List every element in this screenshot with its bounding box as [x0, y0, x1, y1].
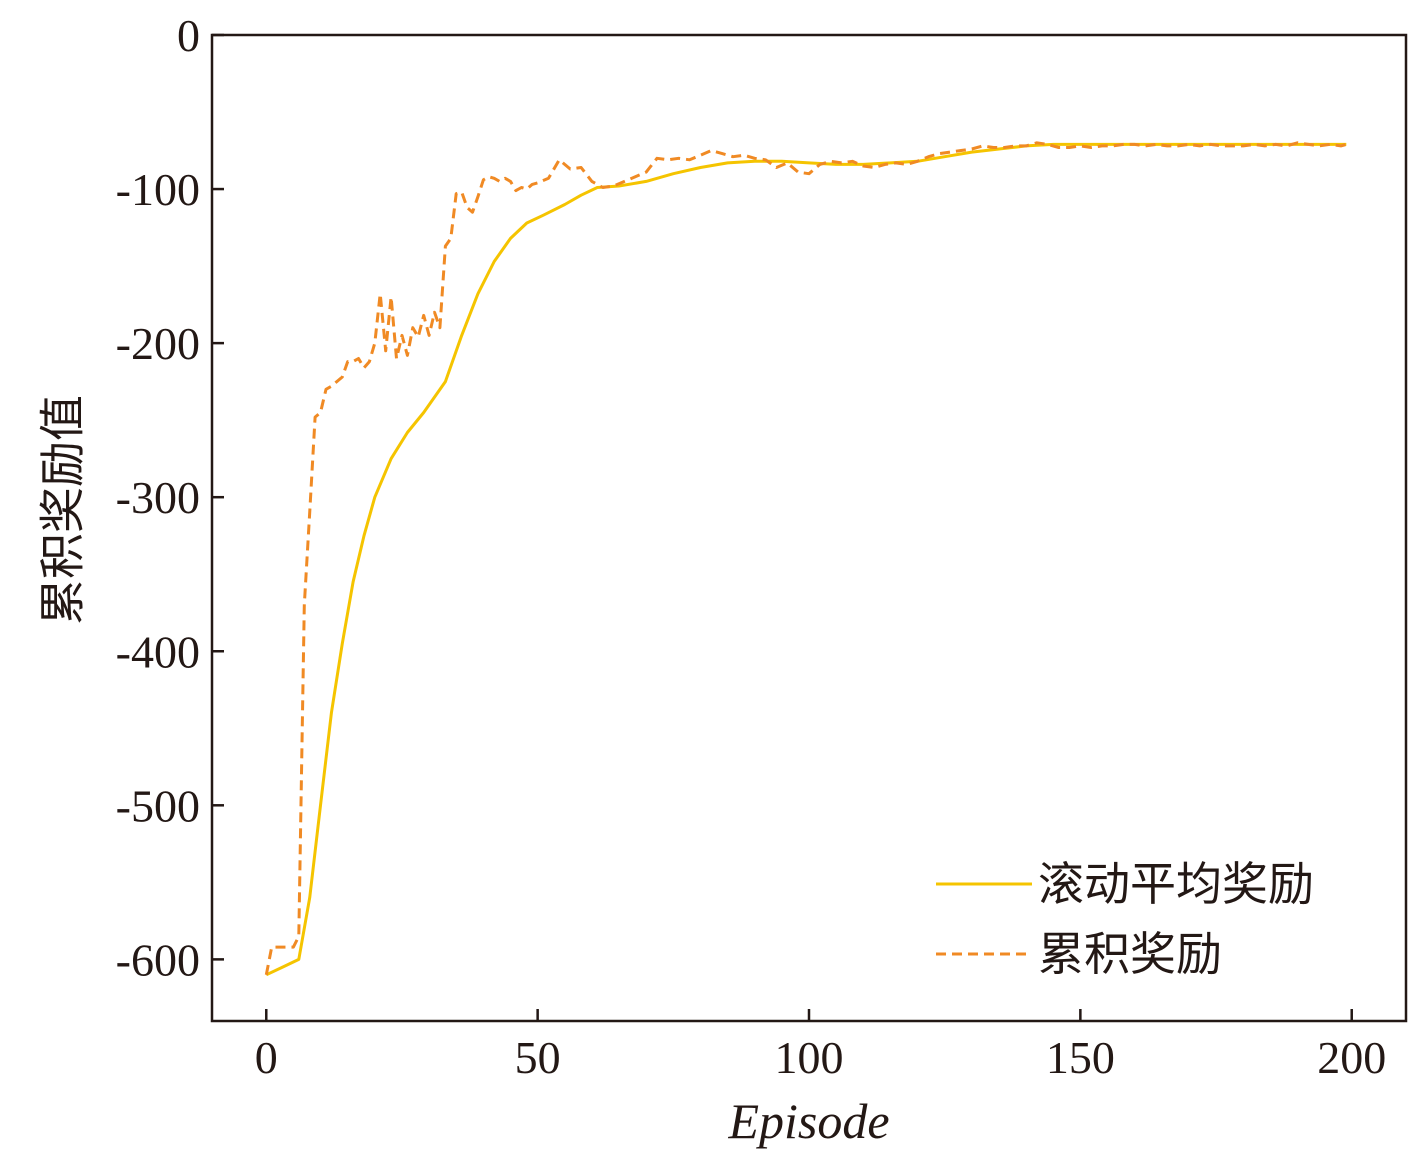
y-tick-label: 0: [177, 10, 200, 61]
x-tick-label: 200: [1317, 1032, 1386, 1083]
x-tick-label: 150: [1046, 1032, 1115, 1083]
y-tick-label: -600: [116, 934, 200, 985]
series-line-1: [265, 142, 1347, 977]
legend-label-1: 滚动平均奖励: [1038, 857, 1314, 911]
y-tick-label: -400: [116, 626, 200, 677]
x-tick-label: 0: [255, 1032, 278, 1083]
series-line-2: [264, 141, 1347, 976]
x-tick-label: 50: [515, 1032, 561, 1083]
y-tick-label: -500: [116, 780, 200, 831]
y-tick-label: -100: [116, 164, 200, 215]
x-axis-title: Episode: [727, 1093, 889, 1149]
legend-label-2: 累积奖励: [1038, 927, 1222, 981]
y-tick-label: -200: [116, 318, 200, 369]
series-layer: [264, 141, 1347, 977]
y-tick-label: -300: [116, 472, 200, 523]
y-axis-title: 累积奖励值: [36, 395, 90, 625]
x-tick-label: 100: [775, 1032, 844, 1083]
ticks-layer: 0 50 100 150 200 0 -100 -200 -300 -400 -500 -600: [116, 10, 1387, 1083]
